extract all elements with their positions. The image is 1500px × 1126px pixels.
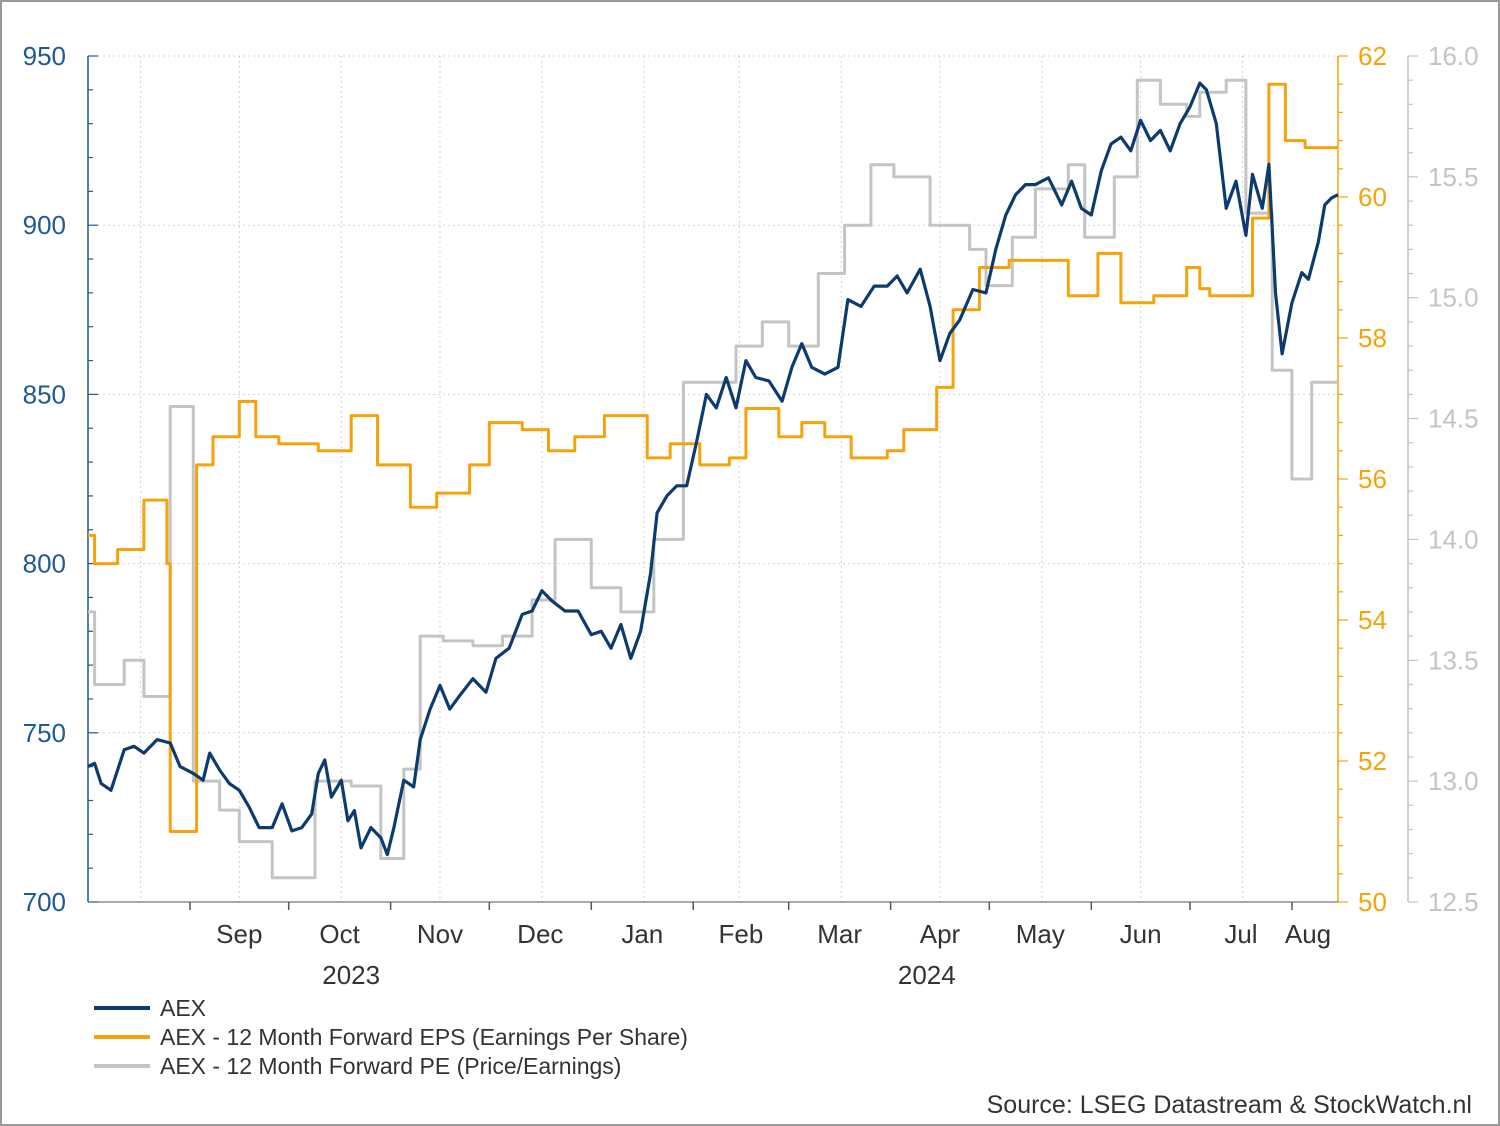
tick-labels: Sep Oct Nov Dec Jan Feb Mar Apr May Jun Jul Aug 2023… xyxy=(23,41,1479,990)
pe-axis-label: 15.5 xyxy=(1428,162,1479,192)
left-axis-label: 800 xyxy=(23,549,66,579)
eps-axis-label: 56 xyxy=(1358,464,1387,494)
year-label: 2024 xyxy=(898,960,956,990)
month-tick-label: Dec xyxy=(517,919,563,949)
month-tick-label: Mar xyxy=(817,919,862,949)
month-tick-label: Jan xyxy=(621,919,663,949)
month-tick-label: May xyxy=(1016,919,1065,949)
left-axis-label: 950 xyxy=(23,41,66,71)
month-tick-label: Nov xyxy=(417,919,463,949)
pe-axis-label: 14.0 xyxy=(1428,524,1479,554)
eps-axis-label: 50 xyxy=(1358,887,1387,917)
left-axis-label: 850 xyxy=(23,379,66,409)
pe-axis-label: 13.5 xyxy=(1428,645,1479,675)
month-tick-label: Oct xyxy=(319,919,360,949)
series-line-aex xyxy=(87,81,1339,857)
legend-swatch-pe xyxy=(94,1064,150,1068)
grid-lines xyxy=(88,55,1338,903)
month-tick-label: Jun xyxy=(1120,919,1162,949)
pe-axis-label: 13.0 xyxy=(1428,766,1479,796)
source-note: Source: LSEG Datastream & StockWatch.nl xyxy=(986,1091,1472,1119)
pe-axis-label: 16.0 xyxy=(1428,41,1479,71)
eps-axis-label: 62 xyxy=(1358,41,1387,71)
left-axis-label: 750 xyxy=(23,718,66,748)
eps-axis-label: 58 xyxy=(1358,323,1387,353)
legend-label-aex: AEX xyxy=(160,995,207,1021)
axes xyxy=(87,55,1418,910)
eps-axis-label: 60 xyxy=(1358,182,1387,212)
year-label: 2023 xyxy=(322,960,380,990)
series-line-pe xyxy=(88,78,1338,880)
pe-axis-label: 14.5 xyxy=(1428,404,1479,434)
eps-axis-label: 52 xyxy=(1358,746,1387,776)
legend-label-eps: AEX - 12 Month Forward EPS (Earnings Per… xyxy=(160,1024,688,1050)
legend-label-pe: AEX - 12 Month Forward PE (Price/Earning… xyxy=(160,1053,622,1079)
series-line-eps xyxy=(88,82,1338,833)
legend-swatch-eps xyxy=(94,1035,150,1039)
month-tick-label: Jul xyxy=(1224,919,1257,949)
month-tick-label: Sep xyxy=(216,919,262,949)
left-axis-label: 900 xyxy=(23,210,66,240)
month-tick-label: Feb xyxy=(719,919,764,949)
eps-axis-label: 54 xyxy=(1358,605,1387,635)
month-tick-label: Apr xyxy=(920,919,961,949)
month-tick-label: Aug xyxy=(1285,919,1331,949)
pe-axis-label: 15.0 xyxy=(1428,283,1479,313)
series-lines xyxy=(87,78,1339,880)
legend-swatch-aex xyxy=(94,1006,150,1010)
pe-axis-label: 12.5 xyxy=(1428,887,1479,917)
left-axis-label: 700 xyxy=(23,887,66,917)
